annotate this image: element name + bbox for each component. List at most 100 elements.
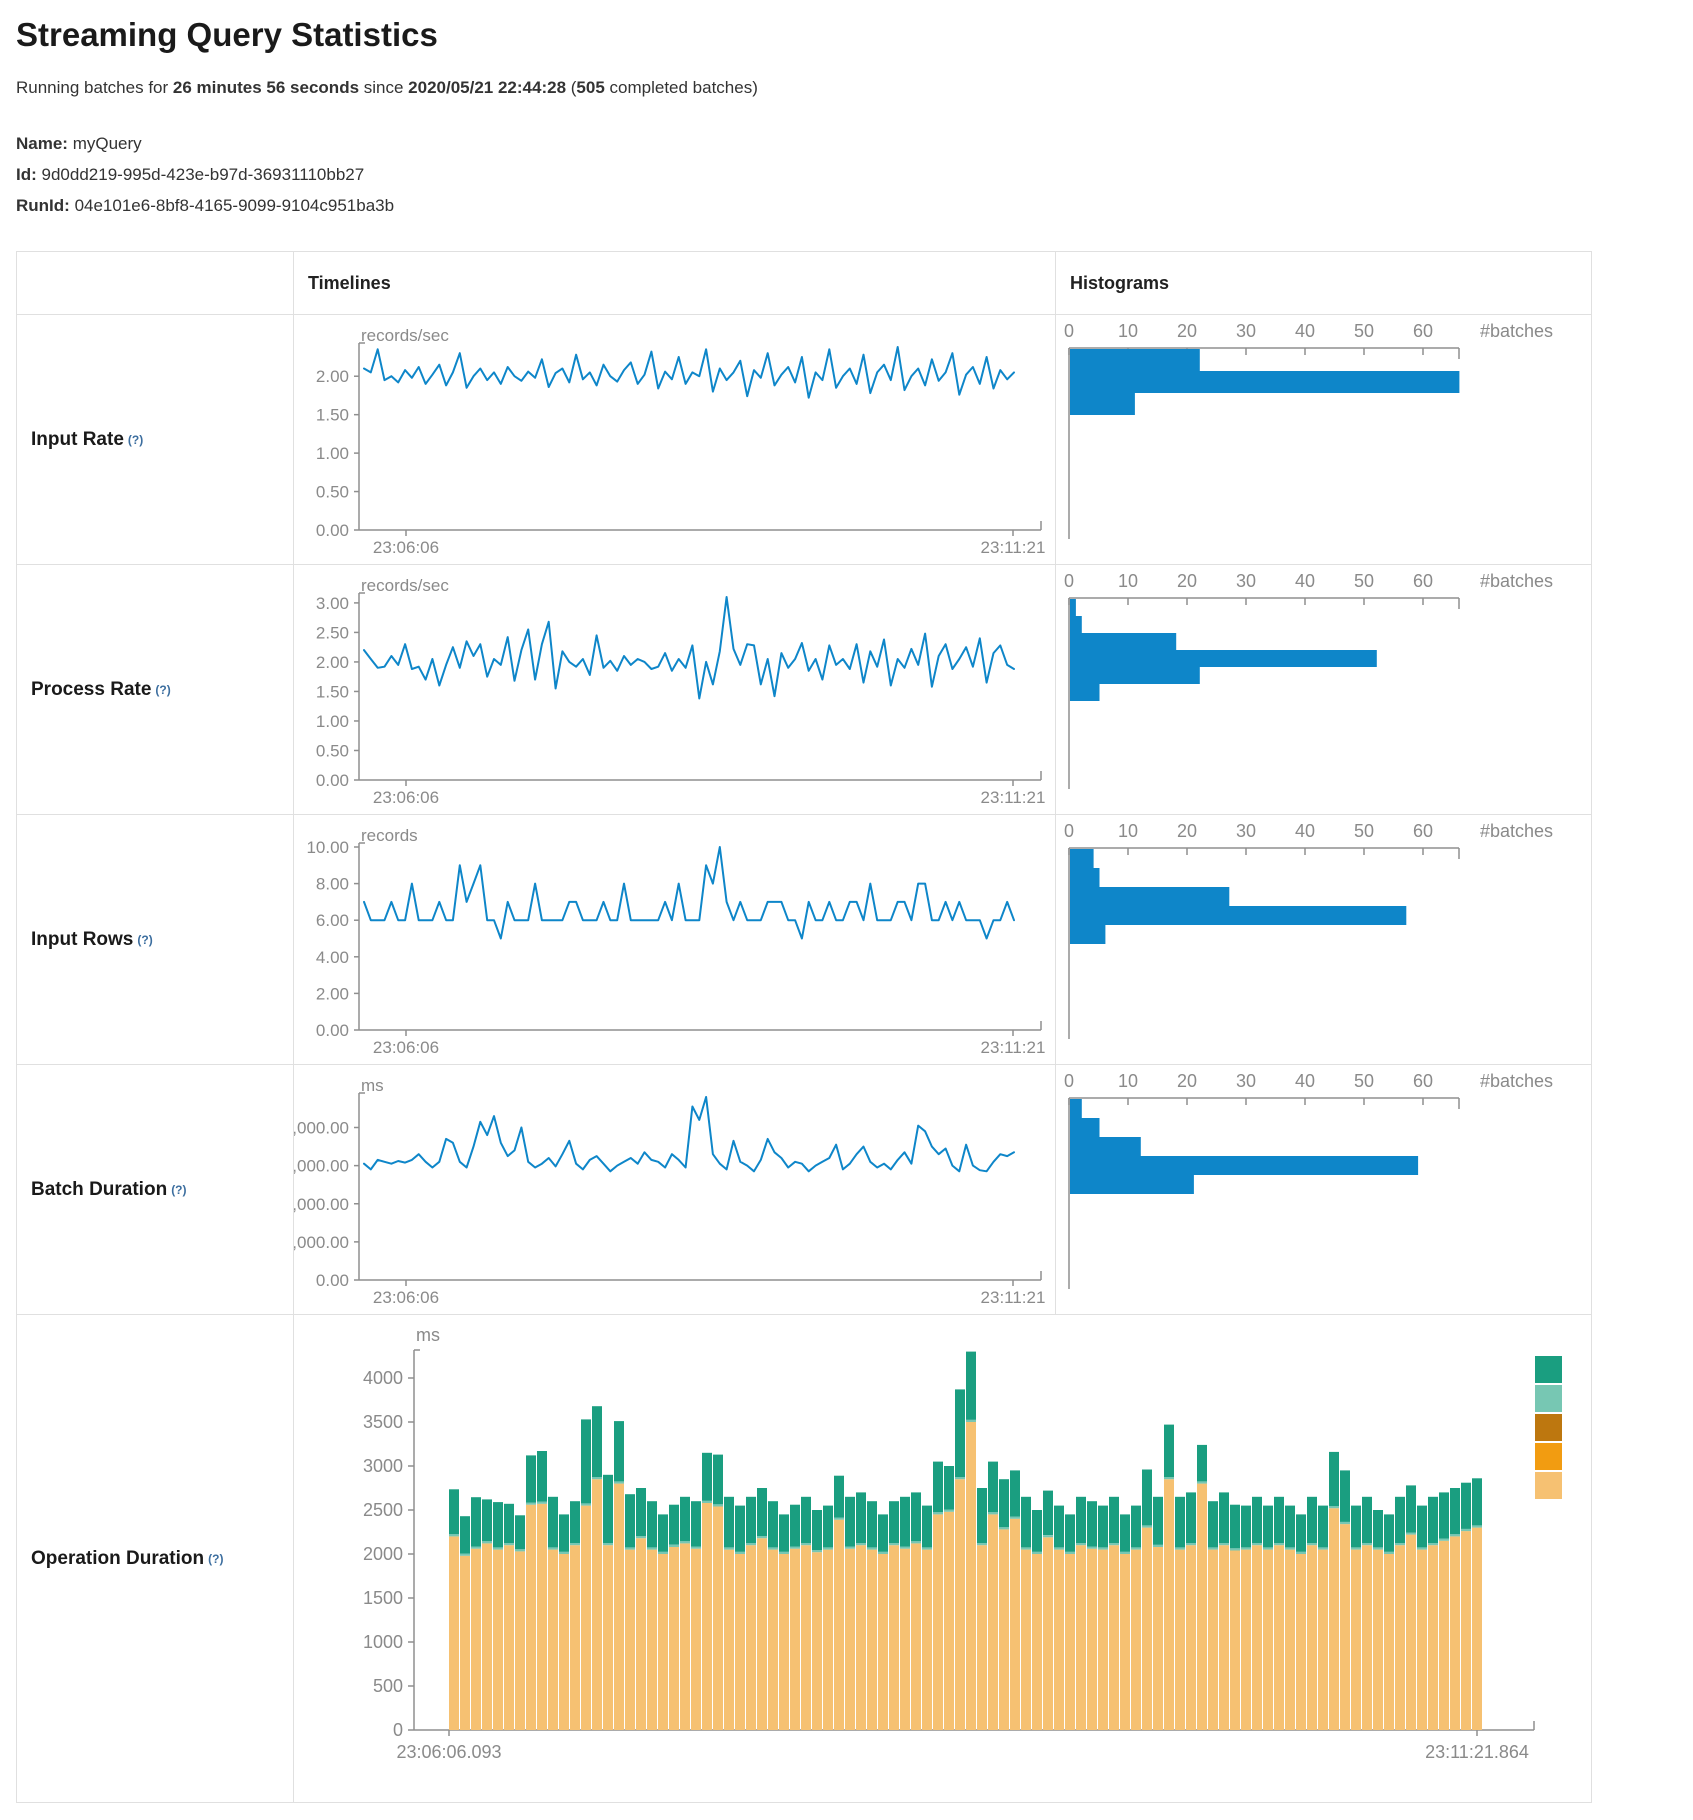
svg-text:60: 60 xyxy=(1413,1071,1433,1091)
input-rows-label: Input Rows xyxy=(31,928,134,950)
svg-text:1.50: 1.50 xyxy=(316,406,349,425)
row-label-input-rate: Input Rate (?) xyxy=(17,315,294,565)
input-rate-histogram-chart: 0 10 20 30 40 50 60 #batches xyxy=(1056,315,1591,565)
svg-text:0.00: 0.00 xyxy=(316,1021,349,1040)
svg-text:0: 0 xyxy=(1064,821,1074,841)
histogram-svg: 0 10 20 30 40 50 60 #batches xyxy=(1064,821,1553,1039)
svg-text:60: 60 xyxy=(1413,571,1433,591)
runid-value: 04e101e6-8bf8-4165-9099-9104c951ba3b xyxy=(74,196,395,215)
svg-text:40: 40 xyxy=(1295,1071,1315,1091)
svg-text:10: 10 xyxy=(1118,1071,1138,1091)
input-rows-timeline-chart: records 10.00 8.00 6.00 4.00 2.00 0.00 23:06:06… xyxy=(294,815,1056,1065)
svg-text:0.00: 0.00 xyxy=(316,771,349,790)
batch-duration-label: Batch Duration xyxy=(31,1178,168,1200)
svg-text:30: 30 xyxy=(1236,321,1256,341)
svg-text:2.50: 2.50 xyxy=(316,623,349,642)
histogram-svg: 0 10 20 30 40 50 60 #batches xyxy=(1064,571,1553,789)
svg-text:20: 20 xyxy=(1177,571,1197,591)
svg-text:2000: 2000 xyxy=(363,1544,403,1564)
query-name-row: Name: myQuery xyxy=(16,128,1693,159)
svg-text:1000: 1000 xyxy=(363,1632,403,1652)
svg-text:23:06:06: 23:06:06 xyxy=(373,1288,439,1307)
svg-text:40: 40 xyxy=(1295,821,1315,841)
summary-text: since xyxy=(359,78,409,97)
svg-text:20: 20 xyxy=(1177,821,1197,841)
svg-text:0: 0 xyxy=(393,1720,403,1740)
svg-text:1,000.00: 1,000.00 xyxy=(294,1233,349,1252)
svg-text:50: 50 xyxy=(1354,1071,1374,1091)
svg-text:500: 500 xyxy=(373,1676,403,1696)
operation-duration-help-icon[interactable]: (?) xyxy=(208,1551,224,1566)
timeline-svg: records/sec 2.00 1.50 1.00 0.50 0.00 23:06:06 2… xyxy=(316,326,1046,557)
svg-text:0.50: 0.50 xyxy=(316,741,349,760)
id-value: 9d0dd219-995d-423e-b97d-36931110bb27 xyxy=(41,165,365,184)
svg-text:1.50: 1.50 xyxy=(316,682,349,701)
svg-text:2.00: 2.00 xyxy=(316,653,349,672)
row-label-operation-duration: Operation Duration (?) xyxy=(17,1315,294,1802)
svg-text:23:11:21: 23:11:21 xyxy=(981,1038,1046,1057)
start-timestamp: 2020/05/21 22:44:28 xyxy=(408,78,567,97)
svg-text:23:06:06: 23:06:06 xyxy=(373,1038,439,1057)
svg-text:23:06:06: 23:06:06 xyxy=(373,538,439,557)
svg-text:60: 60 xyxy=(1413,321,1433,341)
svg-text:3.00: 3.00 xyxy=(316,594,349,613)
svg-text:23:06:06: 23:06:06 xyxy=(373,788,439,807)
svg-text:#batches: #batches xyxy=(1480,1071,1553,1091)
svg-text:10: 10 xyxy=(1118,821,1138,841)
statistics-table: Timelines Histograms Input Rate (?) reco… xyxy=(16,251,1592,1803)
histogram-svg: 0 10 20 30 40 50 60 #batches xyxy=(1064,321,1553,539)
operation-duration-svg: ms 4000 3500 3000 2500 2000 1500 1000 500 023:06:… xyxy=(363,1325,1562,1762)
summary-text: Running batches for xyxy=(16,78,173,97)
svg-text:40: 40 xyxy=(1295,571,1315,591)
process-rate-histogram-chart: 0 10 20 30 40 50 60 #batches xyxy=(1056,565,1591,815)
svg-text:23:11:21.864: 23:11:21.864 xyxy=(1425,1742,1529,1762)
column-header-histograms: Histograms xyxy=(1056,252,1591,315)
process-rate-help-icon[interactable]: (?) xyxy=(155,682,171,697)
process-rate-label: Process Rate xyxy=(31,678,152,700)
svg-text:23:11:21: 23:11:21 xyxy=(981,788,1046,807)
svg-text:records: records xyxy=(361,826,418,845)
svg-text:50: 50 xyxy=(1354,821,1374,841)
batch-duration-help-icon[interactable]: (?) xyxy=(171,1182,187,1197)
input-rate-help-icon[interactable]: (?) xyxy=(127,432,144,447)
svg-text:2.00: 2.00 xyxy=(316,367,349,386)
batch-duration-timeline-chart: ms 4,000.00 3,000.00 2,000.00 1,000.00 0.00 23… xyxy=(294,1065,1056,1315)
svg-text:#batches: #batches xyxy=(1480,321,1553,341)
batch-duration-histogram-chart: 0 10 20 30 40 50 60 #batches xyxy=(1056,1065,1591,1315)
svg-text:50: 50 xyxy=(1354,571,1374,591)
svg-text:10.00: 10.00 xyxy=(306,838,349,857)
svg-text:1.00: 1.00 xyxy=(316,444,349,463)
svg-text:0.00: 0.00 xyxy=(316,1271,349,1290)
running-batches-summary: Running batches for 26 minutes 56 second… xyxy=(16,78,1693,98)
svg-text:0: 0 xyxy=(1064,571,1074,591)
svg-text:23:11:21: 23:11:21 xyxy=(981,538,1046,557)
row-label-batch-duration: Batch Duration (?) xyxy=(17,1065,294,1315)
svg-text:0.00: 0.00 xyxy=(316,521,349,540)
svg-text:4000: 4000 xyxy=(363,1368,403,1388)
svg-text:2,000.00: 2,000.00 xyxy=(294,1195,349,1214)
row-label-process-rate: Process Rate (?) xyxy=(17,565,294,815)
svg-text:3500: 3500 xyxy=(363,1412,403,1432)
input-rows-help-icon[interactable]: (?) xyxy=(137,932,153,947)
timeline-svg: ms 4,000.00 3,000.00 2,000.00 1,000.00 0.00 23… xyxy=(294,1076,1045,1307)
svg-text:ms: ms xyxy=(361,1076,384,1095)
svg-text:3000: 3000 xyxy=(363,1456,403,1476)
input-rows-histogram-chart: 0 10 20 30 40 50 60 #batches xyxy=(1056,815,1591,1065)
svg-text:6.00: 6.00 xyxy=(316,911,349,930)
name-value: myQuery xyxy=(72,134,142,153)
timeline-svg: records 10.00 8.00 6.00 4.00 2.00 0.00 23:06:06… xyxy=(306,826,1046,1057)
svg-text:records/sec: records/sec xyxy=(361,326,449,345)
svg-text:4.00: 4.00 xyxy=(316,948,349,967)
svg-text:#batches: #batches xyxy=(1480,571,1553,591)
page-title: Streaming Query Statistics xyxy=(16,16,438,53)
summary-text: ( xyxy=(566,78,577,97)
svg-text:0.50: 0.50 xyxy=(316,483,349,502)
svg-text:0: 0 xyxy=(1064,1071,1074,1091)
svg-text:4,000.00: 4,000.00 xyxy=(294,1119,349,1138)
svg-text:1.00: 1.00 xyxy=(316,712,349,731)
svg-text:3,000.00: 3,000.00 xyxy=(294,1157,349,1176)
svg-text:20: 20 xyxy=(1177,321,1197,341)
svg-text:#batches: #batches xyxy=(1480,821,1553,841)
timeline-svg: records/sec 3.00 2.50 2.00 1.50 1.00 0.50 0.00 2… xyxy=(316,576,1046,807)
